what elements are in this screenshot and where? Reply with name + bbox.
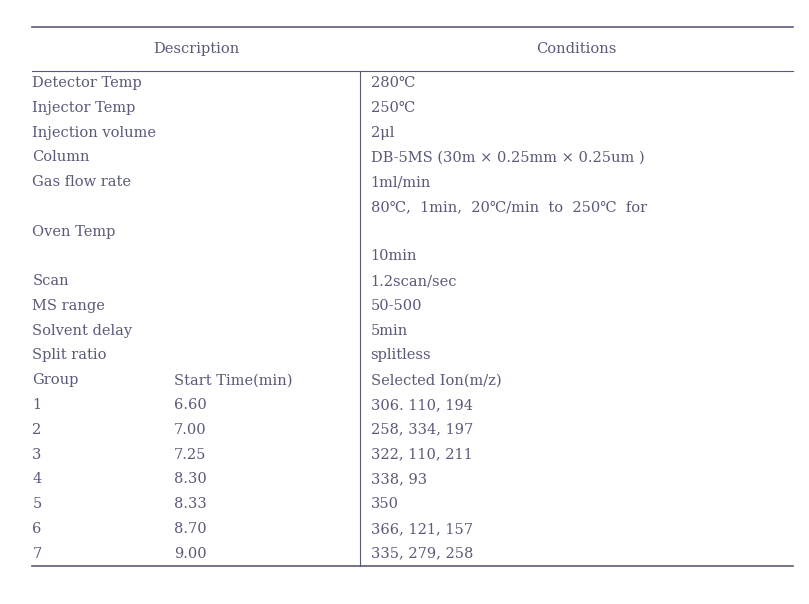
Text: 8.30: 8.30 <box>174 472 206 486</box>
Text: 9.00: 9.00 <box>174 547 206 561</box>
Text: 1ml/min: 1ml/min <box>371 175 431 189</box>
Text: MS range: MS range <box>32 299 105 313</box>
Text: Oven Temp: Oven Temp <box>32 225 116 239</box>
Text: 2: 2 <box>32 423 41 437</box>
Text: 3: 3 <box>32 448 42 461</box>
Text: 8.33: 8.33 <box>174 497 206 511</box>
Text: 350: 350 <box>371 497 399 511</box>
Text: Injector Temp: Injector Temp <box>32 101 136 115</box>
Text: 258, 334, 197: 258, 334, 197 <box>371 423 472 437</box>
Text: 5min: 5min <box>371 324 408 338</box>
Text: Solvent delay: Solvent delay <box>32 324 133 338</box>
Text: DB-5MS (30m × 0.25mm × 0.25um ): DB-5MS (30m × 0.25mm × 0.25um ) <box>371 150 644 164</box>
Text: 4: 4 <box>32 472 41 486</box>
Text: 10min: 10min <box>371 249 417 263</box>
Text: 1: 1 <box>32 398 41 412</box>
Text: 6: 6 <box>32 522 42 536</box>
Text: 1.2scan/sec: 1.2scan/sec <box>371 274 457 288</box>
Text: 50-500: 50-500 <box>371 299 422 313</box>
Text: 2μl: 2μl <box>371 126 394 140</box>
Text: 306. 110, 194: 306. 110, 194 <box>371 398 472 412</box>
Text: 338, 93: 338, 93 <box>371 472 426 486</box>
Text: Conditions: Conditions <box>536 42 616 56</box>
Text: Gas flow rate: Gas flow rate <box>32 175 131 189</box>
Text: Start Time(min): Start Time(min) <box>174 373 292 387</box>
Text: 8.70: 8.70 <box>174 522 206 536</box>
Text: 335, 279, 258: 335, 279, 258 <box>371 547 473 561</box>
Text: Split ratio: Split ratio <box>32 349 107 362</box>
Text: splitless: splitless <box>371 349 431 362</box>
Text: 7.00: 7.00 <box>174 423 206 437</box>
Text: Group: Group <box>32 373 78 387</box>
Text: 322, 110, 211: 322, 110, 211 <box>371 448 472 461</box>
Text: 250℃: 250℃ <box>371 101 415 115</box>
Text: 366, 121, 157: 366, 121, 157 <box>371 522 472 536</box>
Text: 7: 7 <box>32 547 41 561</box>
Text: 80℃,  1min,  20℃/min  to  250℃  for: 80℃, 1min, 20℃/min to 250℃ for <box>371 200 646 214</box>
Text: 6.60: 6.60 <box>174 398 206 412</box>
Text: Description: Description <box>153 42 239 56</box>
Text: 280℃: 280℃ <box>371 76 415 90</box>
Text: Detector Temp: Detector Temp <box>32 76 142 90</box>
Text: Column: Column <box>32 150 90 164</box>
Text: 5: 5 <box>32 497 41 511</box>
Text: Selected Ion(m/z): Selected Ion(m/z) <box>371 373 501 387</box>
Text: Scan: Scan <box>32 274 69 288</box>
Text: Injection volume: Injection volume <box>32 126 156 140</box>
Text: 7.25: 7.25 <box>174 448 206 461</box>
